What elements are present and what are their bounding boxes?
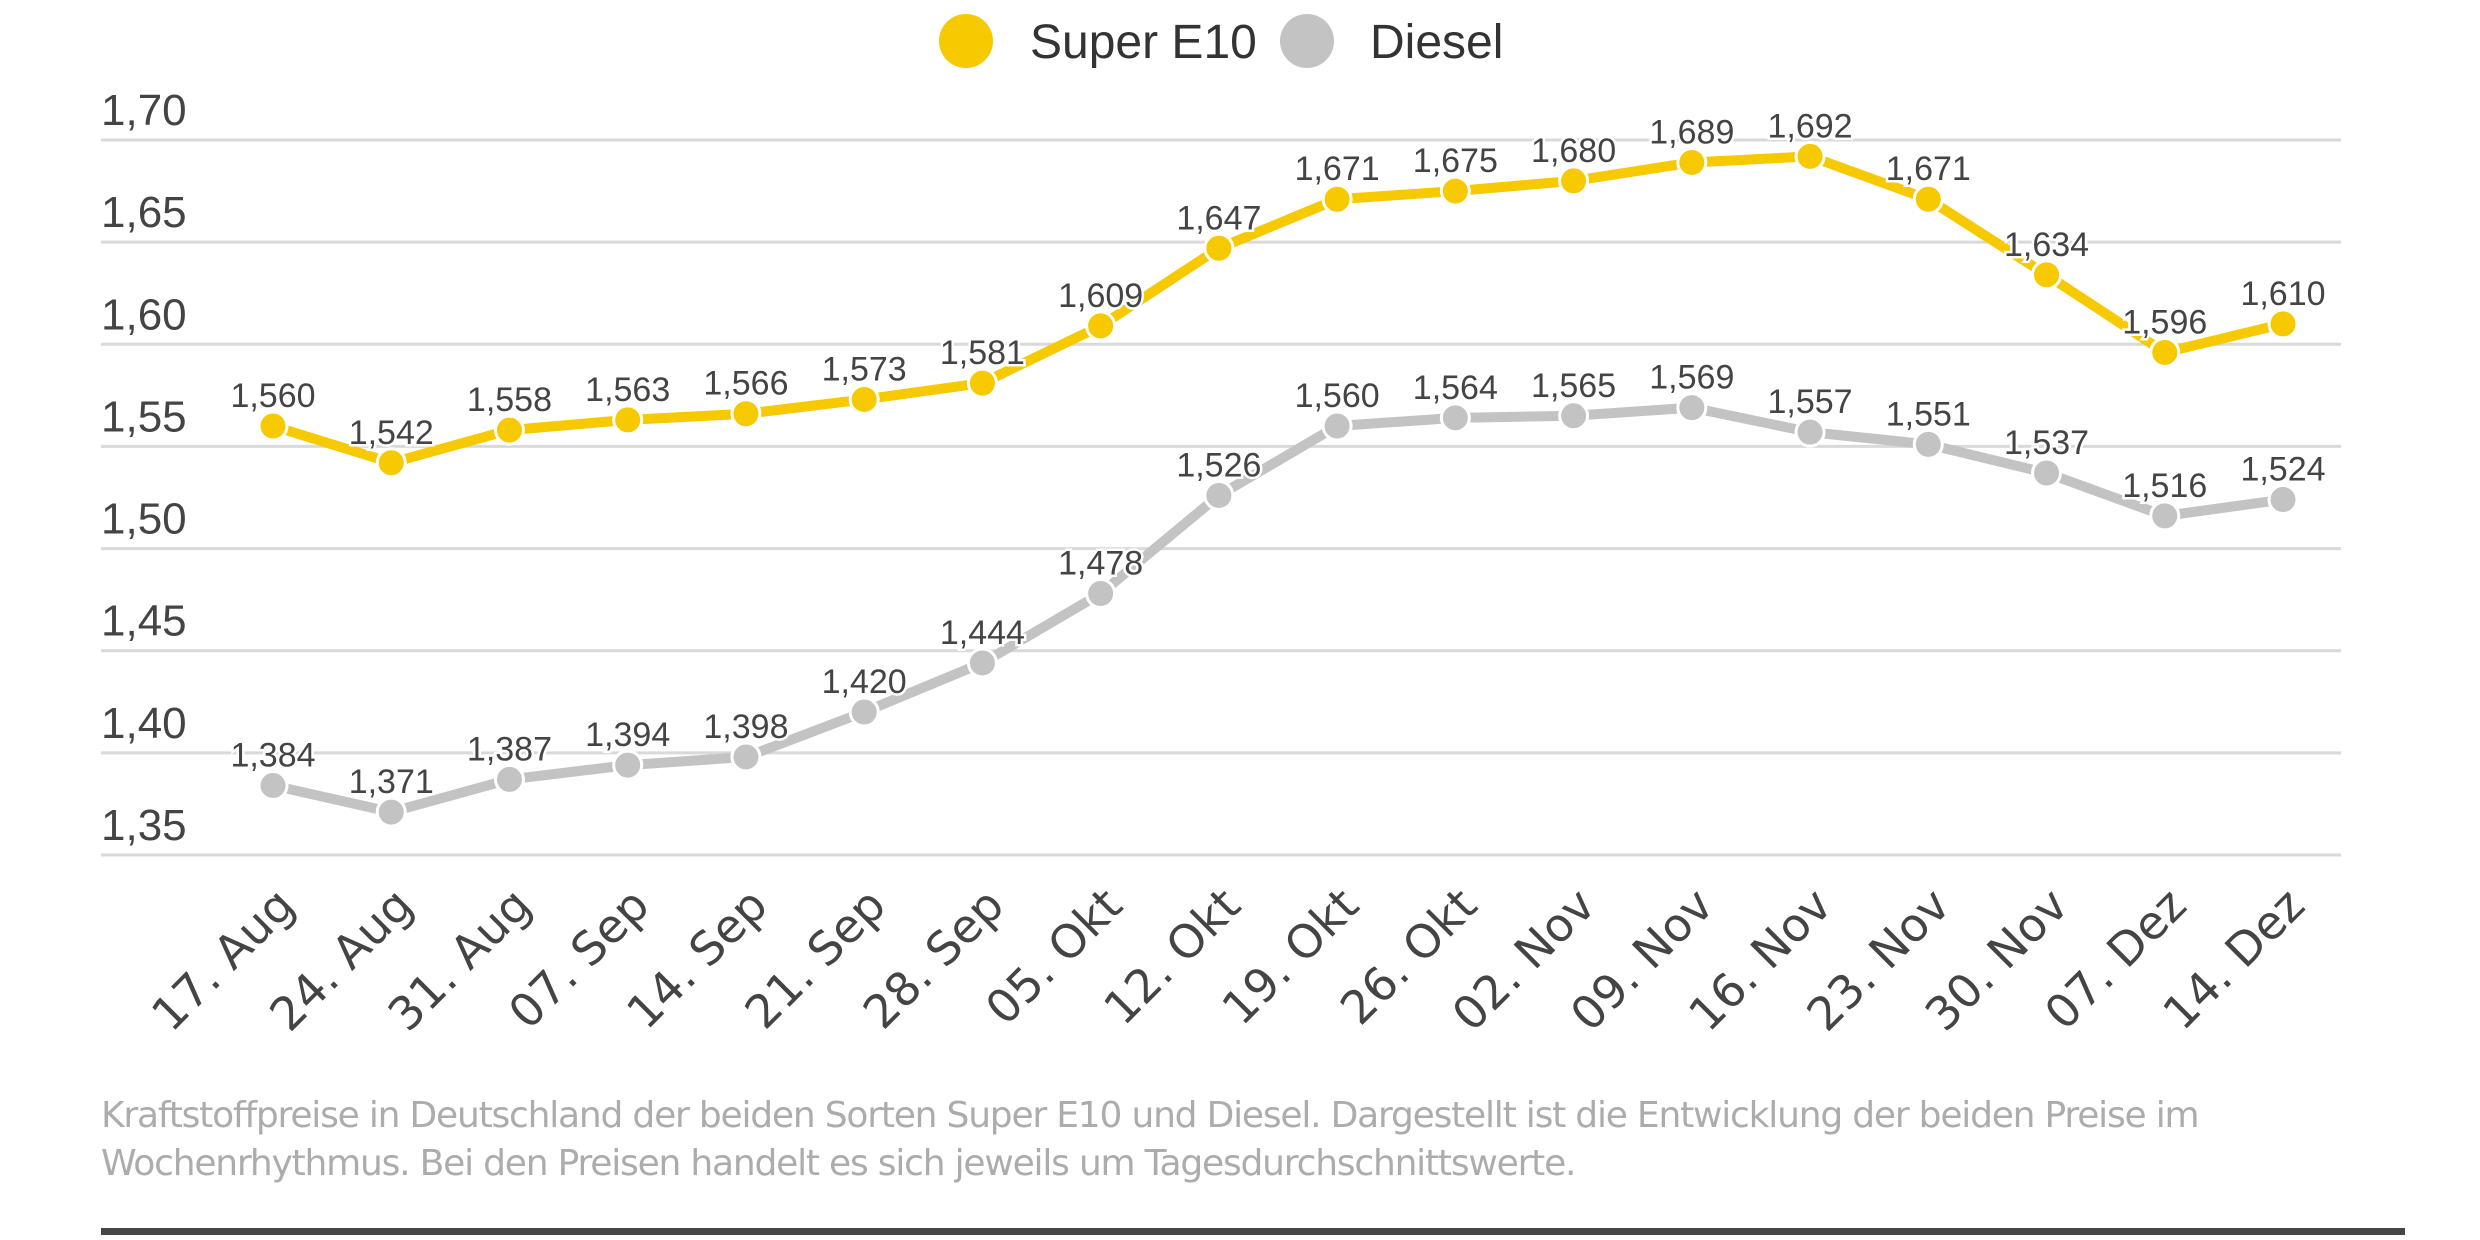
data-label: 1,689 [1649, 113, 1734, 151]
data-label: 1,634 [2004, 226, 2089, 264]
data-point [1203, 479, 1235, 511]
data-label: 1,573 [822, 350, 907, 388]
data-label: 1,371 [349, 763, 434, 801]
data-label: 1,566 [703, 365, 788, 403]
data-label: 1,565 [1531, 367, 1616, 405]
data-point [375, 796, 407, 828]
data-label: 1,680 [1531, 132, 1616, 170]
data-label: 1,564 [1413, 369, 1498, 407]
series-line [271, 402, 2284, 818]
data-point [375, 447, 407, 479]
data-label: 1,610 [2240, 275, 2325, 313]
data-point [2031, 457, 2063, 489]
data-label: 1,596 [2122, 303, 2207, 341]
data-label: 1,394 [585, 716, 670, 754]
data-point [257, 770, 289, 802]
data-label: 1,558 [467, 381, 552, 419]
data-label: 1,444 [940, 614, 1025, 652]
data-point [1912, 428, 1944, 460]
data-point [966, 367, 998, 399]
data-point [612, 749, 644, 781]
gridlines [101, 138, 2341, 857]
y-tick-label: 1,70 [101, 86, 187, 135]
data-point [2031, 259, 2063, 291]
y-tick-label: 1,55 [101, 392, 187, 441]
data-point [1912, 183, 1944, 215]
data-point [848, 383, 880, 415]
legend-marker-icon [939, 14, 993, 68]
y-tick-label: 1,35 [101, 801, 187, 850]
legend-label: Super E10 [1030, 16, 1257, 69]
bottom-rule [101, 1228, 2405, 1235]
data-point [730, 398, 762, 430]
data-label: 1,557 [1768, 383, 1853, 421]
data-point [1794, 416, 1826, 448]
y-tick-label: 1,60 [101, 290, 187, 339]
data-label: 1,560 [1295, 377, 1380, 415]
data-point [493, 763, 525, 795]
data-label: 1,537 [2004, 424, 2089, 462]
data-point [1439, 175, 1471, 207]
legend-label: Diesel [1370, 16, 1503, 69]
y-axis-ticks: 1,70 1,65 1,60 1,55 1,50 1,45 1,40 1,35 [101, 86, 187, 850]
data-label: 1,560 [230, 377, 315, 415]
data-label: 1,398 [703, 708, 788, 746]
chart-caption: Kraftstoffpreise in Deutschland der beid… [101, 1095, 2200, 1184]
data-point [730, 741, 762, 773]
data-label: 1,569 [1649, 359, 1734, 397]
data-label: 1,387 [467, 730, 552, 768]
data-label: 1,542 [349, 414, 434, 452]
legend-marker-icon [1280, 14, 1334, 68]
data-point [1558, 165, 1590, 197]
data-label: 1,609 [1058, 277, 1143, 315]
data-label: 1,478 [1058, 545, 1143, 583]
data-point [1558, 400, 1590, 432]
data-point [257, 410, 289, 442]
data-label: 1,563 [585, 371, 670, 409]
legend: Super E10 Diesel [939, 14, 1503, 69]
data-point [848, 696, 880, 728]
data-label: 1,671 [1886, 150, 1971, 188]
series-group: 1,560 1,542 1,558 1,563 1,566 1,573 1,581 1,609… [228, 105, 2328, 828]
data-label: 1,526 [1176, 446, 1261, 484]
y-tick-label: 1,40 [101, 699, 187, 748]
data-label: 1,675 [1413, 142, 1498, 180]
data-label: 1,671 [1295, 150, 1380, 188]
data-point [2267, 484, 2299, 516]
data-point [2149, 336, 2181, 368]
data-label: 1,581 [940, 334, 1025, 372]
y-tick-label: 1,65 [101, 188, 187, 237]
data-point [1439, 402, 1471, 434]
data-label: 1,551 [1886, 395, 1971, 433]
data-point [493, 414, 525, 446]
data-point [966, 647, 998, 679]
data-point [2267, 308, 2299, 340]
y-tick-label: 1,45 [101, 597, 187, 646]
data-label: 1,420 [822, 663, 907, 701]
data-label: 1,647 [1176, 199, 1261, 237]
data-label: 1,524 [2240, 451, 2325, 489]
data-label: 1,516 [2122, 467, 2207, 505]
data-point [1203, 232, 1235, 264]
data-point [1321, 410, 1353, 442]
data-label: 1,384 [230, 737, 315, 775]
series-line [271, 151, 2285, 468]
data-point [1085, 578, 1117, 610]
data-point [1085, 310, 1117, 342]
data-point [612, 404, 644, 436]
data-point [1676, 392, 1708, 424]
data-point [1676, 146, 1708, 178]
data-point [2149, 500, 2181, 532]
series-super-e10: 1,560 1,542 1,558 1,563 1,566 1,573 1,581 1,609… [228, 105, 2328, 479]
y-tick-label: 1,50 [101, 495, 187, 544]
series-diesel: 1,384 1,371 1,387 1,394 1,398 1,420 1,444 1,478… [228, 356, 2328, 828]
data-point [1321, 183, 1353, 215]
data-point [1794, 140, 1826, 172]
data-label: 1,692 [1768, 107, 1853, 145]
